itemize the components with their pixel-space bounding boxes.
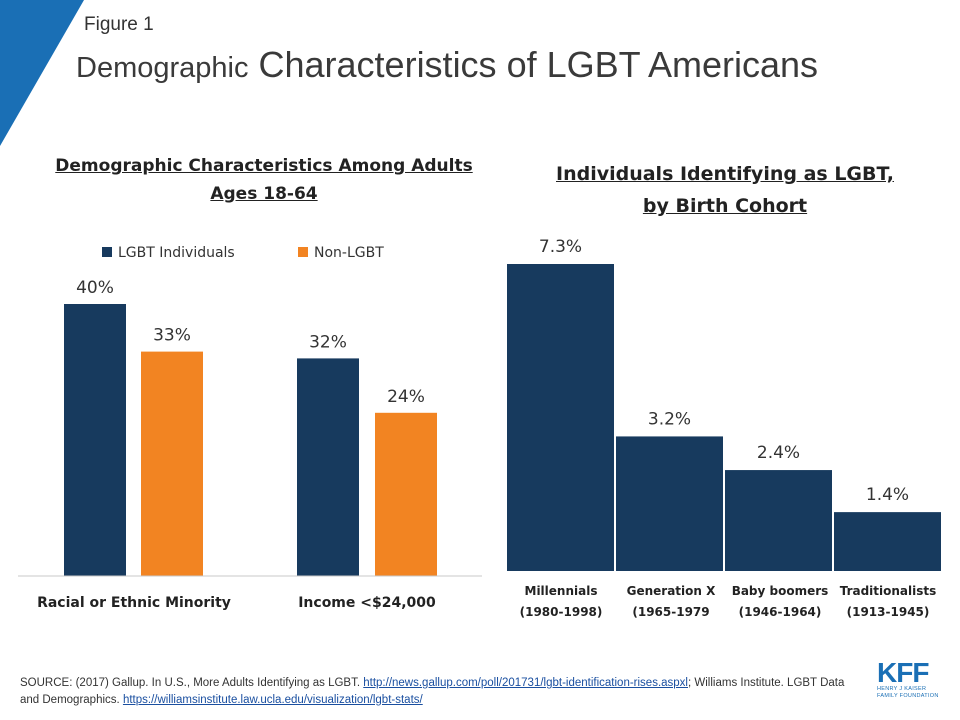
category-years-traditionalists: (1913-1945): [847, 605, 930, 619]
category-label-traditionalists: Traditionalists: [840, 584, 937, 598]
bar-traditionalists: [834, 512, 941, 571]
bar-non-lgbt-racial-minority: [141, 351, 203, 576]
figure-label: Figure 1: [84, 14, 154, 35]
title-part-1: Demographic: [76, 52, 249, 84]
source-link-williams[interactable]: https://williamsinstitute.law.ucla.edu/v…: [122, 694, 423, 706]
legend-swatch-lgbt: [102, 247, 112, 257]
value-label-lgbt-income: 32%: [309, 332, 347, 352]
category-years-millennials: (1980-1998): [520, 605, 603, 619]
category-label-income: Income <$24,000: [298, 595, 436, 611]
value-label-non-lgbt-racial-minority: 33%: [153, 326, 191, 346]
legend-swatch-non-lgbt: [298, 247, 308, 257]
kff-logo-text: KFF: [877, 657, 929, 688]
value-label-non-lgbt-income: 24%: [387, 387, 425, 407]
value-label-generation-x: 3.2%: [648, 409, 691, 429]
corner-accent: [0, 0, 84, 146]
category-label-millennials: Millennials: [525, 584, 598, 598]
legend-label-non-lgbt: Non-LGBT: [314, 245, 384, 261]
bar-millennials: [507, 264, 614, 571]
category-label-racial-minority: Racial or Ethnic Minority: [37, 595, 231, 611]
kff-logo-line1: HENRY J KAISER: [877, 686, 927, 692]
right-chart-title-line1: Individuals Identifying as LGBT,: [556, 163, 894, 185]
right-chart-title: Individuals Identifying as LGBT, by Birt…: [490, 158, 960, 222]
category-label-baby-boomers: Baby boomers: [732, 584, 829, 598]
legend-label-lgbt: LGBT Individuals: [118, 245, 235, 261]
left-chart: LGBT Individuals Non-LGBT 40% 33% 32% 24…: [18, 245, 482, 611]
kff-logo: KFF HENRY J KAISER FAMILY FOUNDATION: [877, 657, 947, 700]
value-label-baby-boomers: 2.4%: [757, 443, 800, 463]
left-chart-title-line1: Demographic Characteristics Among Adults: [55, 156, 473, 176]
source-label: SOURCE: [20, 677, 70, 689]
right-chart-title-line2: by Birth Cohort: [642, 195, 808, 217]
bar-baby-boomers: [725, 470, 832, 571]
source-text-1: : (2017) Gallup. In U.S., More Adults Id…: [69, 677, 361, 689]
left-chart-title-line2: Ages 18-64: [210, 184, 318, 204]
kff-logo-line2: FAMILY FOUNDATION: [877, 693, 939, 699]
category-years-baby-boomers: (1946-1964): [739, 605, 822, 619]
page-title: Demographic Characteristics of LGBT Amer…: [76, 44, 818, 86]
source-link-gallup[interactable]: http://news.gallup.com/poll/201731/lgbt-…: [363, 677, 688, 689]
right-chart: 7.3% 3.2% 2.4% 1.4% Millennials (1980-19…: [507, 237, 941, 619]
bar-lgbt-racial-minority: [64, 304, 126, 576]
bar-generation-x: [616, 436, 723, 571]
source-note: SOURCE: (2017) Gallup. In U.S., More Adu…: [20, 675, 865, 709]
value-label-traditionalists: 1.4%: [866, 485, 909, 505]
bar-lgbt-income: [297, 358, 359, 576]
bar-non-lgbt-income: [375, 412, 437, 576]
value-label-millennials: 7.3%: [539, 237, 582, 257]
left-chart-title: Demographic Characteristics Among Adults…: [20, 152, 508, 208]
value-label-lgbt-racial-minority: 40%: [76, 278, 114, 298]
category-years-generation-x: (1965-1979: [632, 605, 709, 619]
category-label-generation-x: Generation X: [627, 584, 717, 598]
source-text-2: ; Williams Institute. LGBT Data and Demo…: [20, 677, 845, 706]
title-part-2: Characteristics of LGBT Americans: [258, 44, 819, 85]
